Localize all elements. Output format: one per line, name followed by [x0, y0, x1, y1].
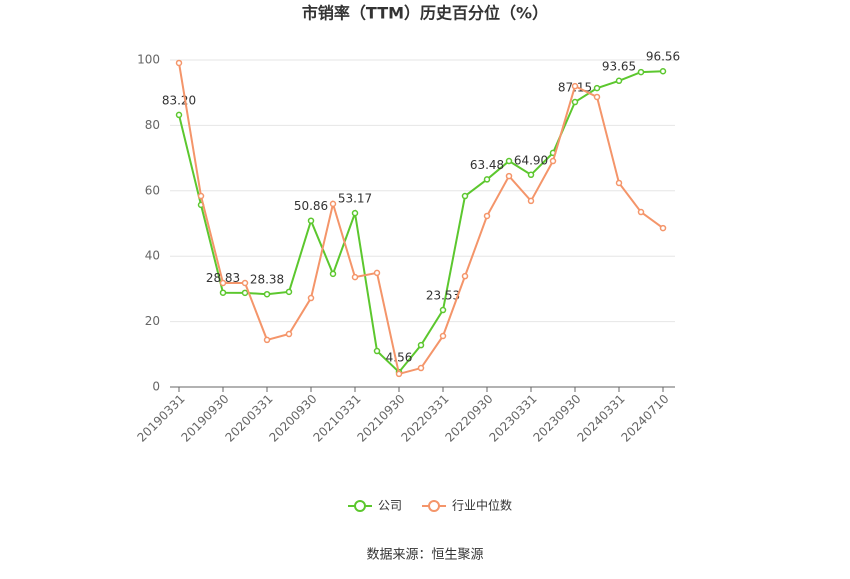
value-label: 96.56 [646, 50, 680, 64]
data-point [439, 306, 447, 314]
data-point [219, 279, 227, 287]
data-point [351, 209, 359, 217]
value-label: 28.83 [206, 271, 240, 285]
data-point [615, 179, 623, 187]
data-point [527, 171, 535, 179]
series-line [178, 62, 664, 376]
data-point [373, 269, 381, 277]
data-point [505, 172, 513, 180]
series-line [178, 70, 664, 374]
data-point [571, 98, 579, 106]
data-point [285, 288, 293, 296]
legend-label: 公司 [378, 499, 402, 513]
data-point [461, 192, 469, 200]
y-tick-label: 80 [145, 118, 160, 132]
data-point [197, 192, 205, 200]
data-point [285, 330, 293, 338]
data-point [395, 370, 403, 378]
value-label: 4.56 [386, 351, 413, 365]
y-tick-label: 60 [145, 183, 160, 197]
legend-marker [428, 500, 441, 512]
data-point [329, 270, 337, 278]
y-tick-label: 0 [152, 380, 160, 394]
value-label: 28.38 [250, 273, 284, 287]
data-point [571, 82, 579, 90]
value-label: 53.17 [338, 192, 372, 206]
data-point [263, 336, 271, 344]
data-point [307, 294, 315, 302]
y-tick-label: 40 [145, 249, 160, 263]
data-point [373, 347, 381, 355]
data-point [241, 289, 249, 297]
value-label: 83.20 [162, 93, 196, 107]
data-point [527, 197, 535, 205]
value-label: 63.48 [470, 158, 504, 172]
data-point [417, 364, 425, 372]
data-point [417, 341, 425, 349]
chart-title: 市销率（TTM）历史百分位（%） [302, 4, 548, 23]
x-tick-label: 20240710 [619, 392, 672, 445]
data-point [307, 217, 315, 224]
y-tick-label: 100 [137, 53, 160, 67]
data-point [659, 224, 667, 232]
data-point [329, 200, 337, 208]
data-point [615, 77, 623, 85]
data-point [439, 332, 447, 340]
data-point [241, 279, 249, 287]
data-point [175, 111, 183, 119]
data-point [351, 273, 359, 281]
value-label: 93.65 [602, 59, 636, 73]
data-point [593, 93, 601, 101]
value-label: 50.86 [294, 199, 328, 213]
data-point [461, 272, 469, 280]
data-point [505, 157, 513, 165]
source-note: 数据来源：恒生聚源 [366, 548, 483, 563]
data-point [175, 59, 183, 67]
data-point [219, 289, 227, 296]
value-label: 64.90 [514, 153, 548, 167]
data-point [549, 157, 557, 165]
data-point [659, 67, 667, 75]
data-point [483, 176, 491, 183]
data-point [483, 212, 491, 220]
data-point [637, 68, 645, 76]
data-point [593, 84, 601, 92]
data-point [637, 208, 645, 216]
value-label: 23.53 [426, 289, 460, 303]
legend-marker [354, 500, 366, 512]
y-tick-label: 20 [145, 314, 160, 328]
data-point [263, 290, 271, 298]
legend-label: 行业中位数 [452, 498, 512, 513]
